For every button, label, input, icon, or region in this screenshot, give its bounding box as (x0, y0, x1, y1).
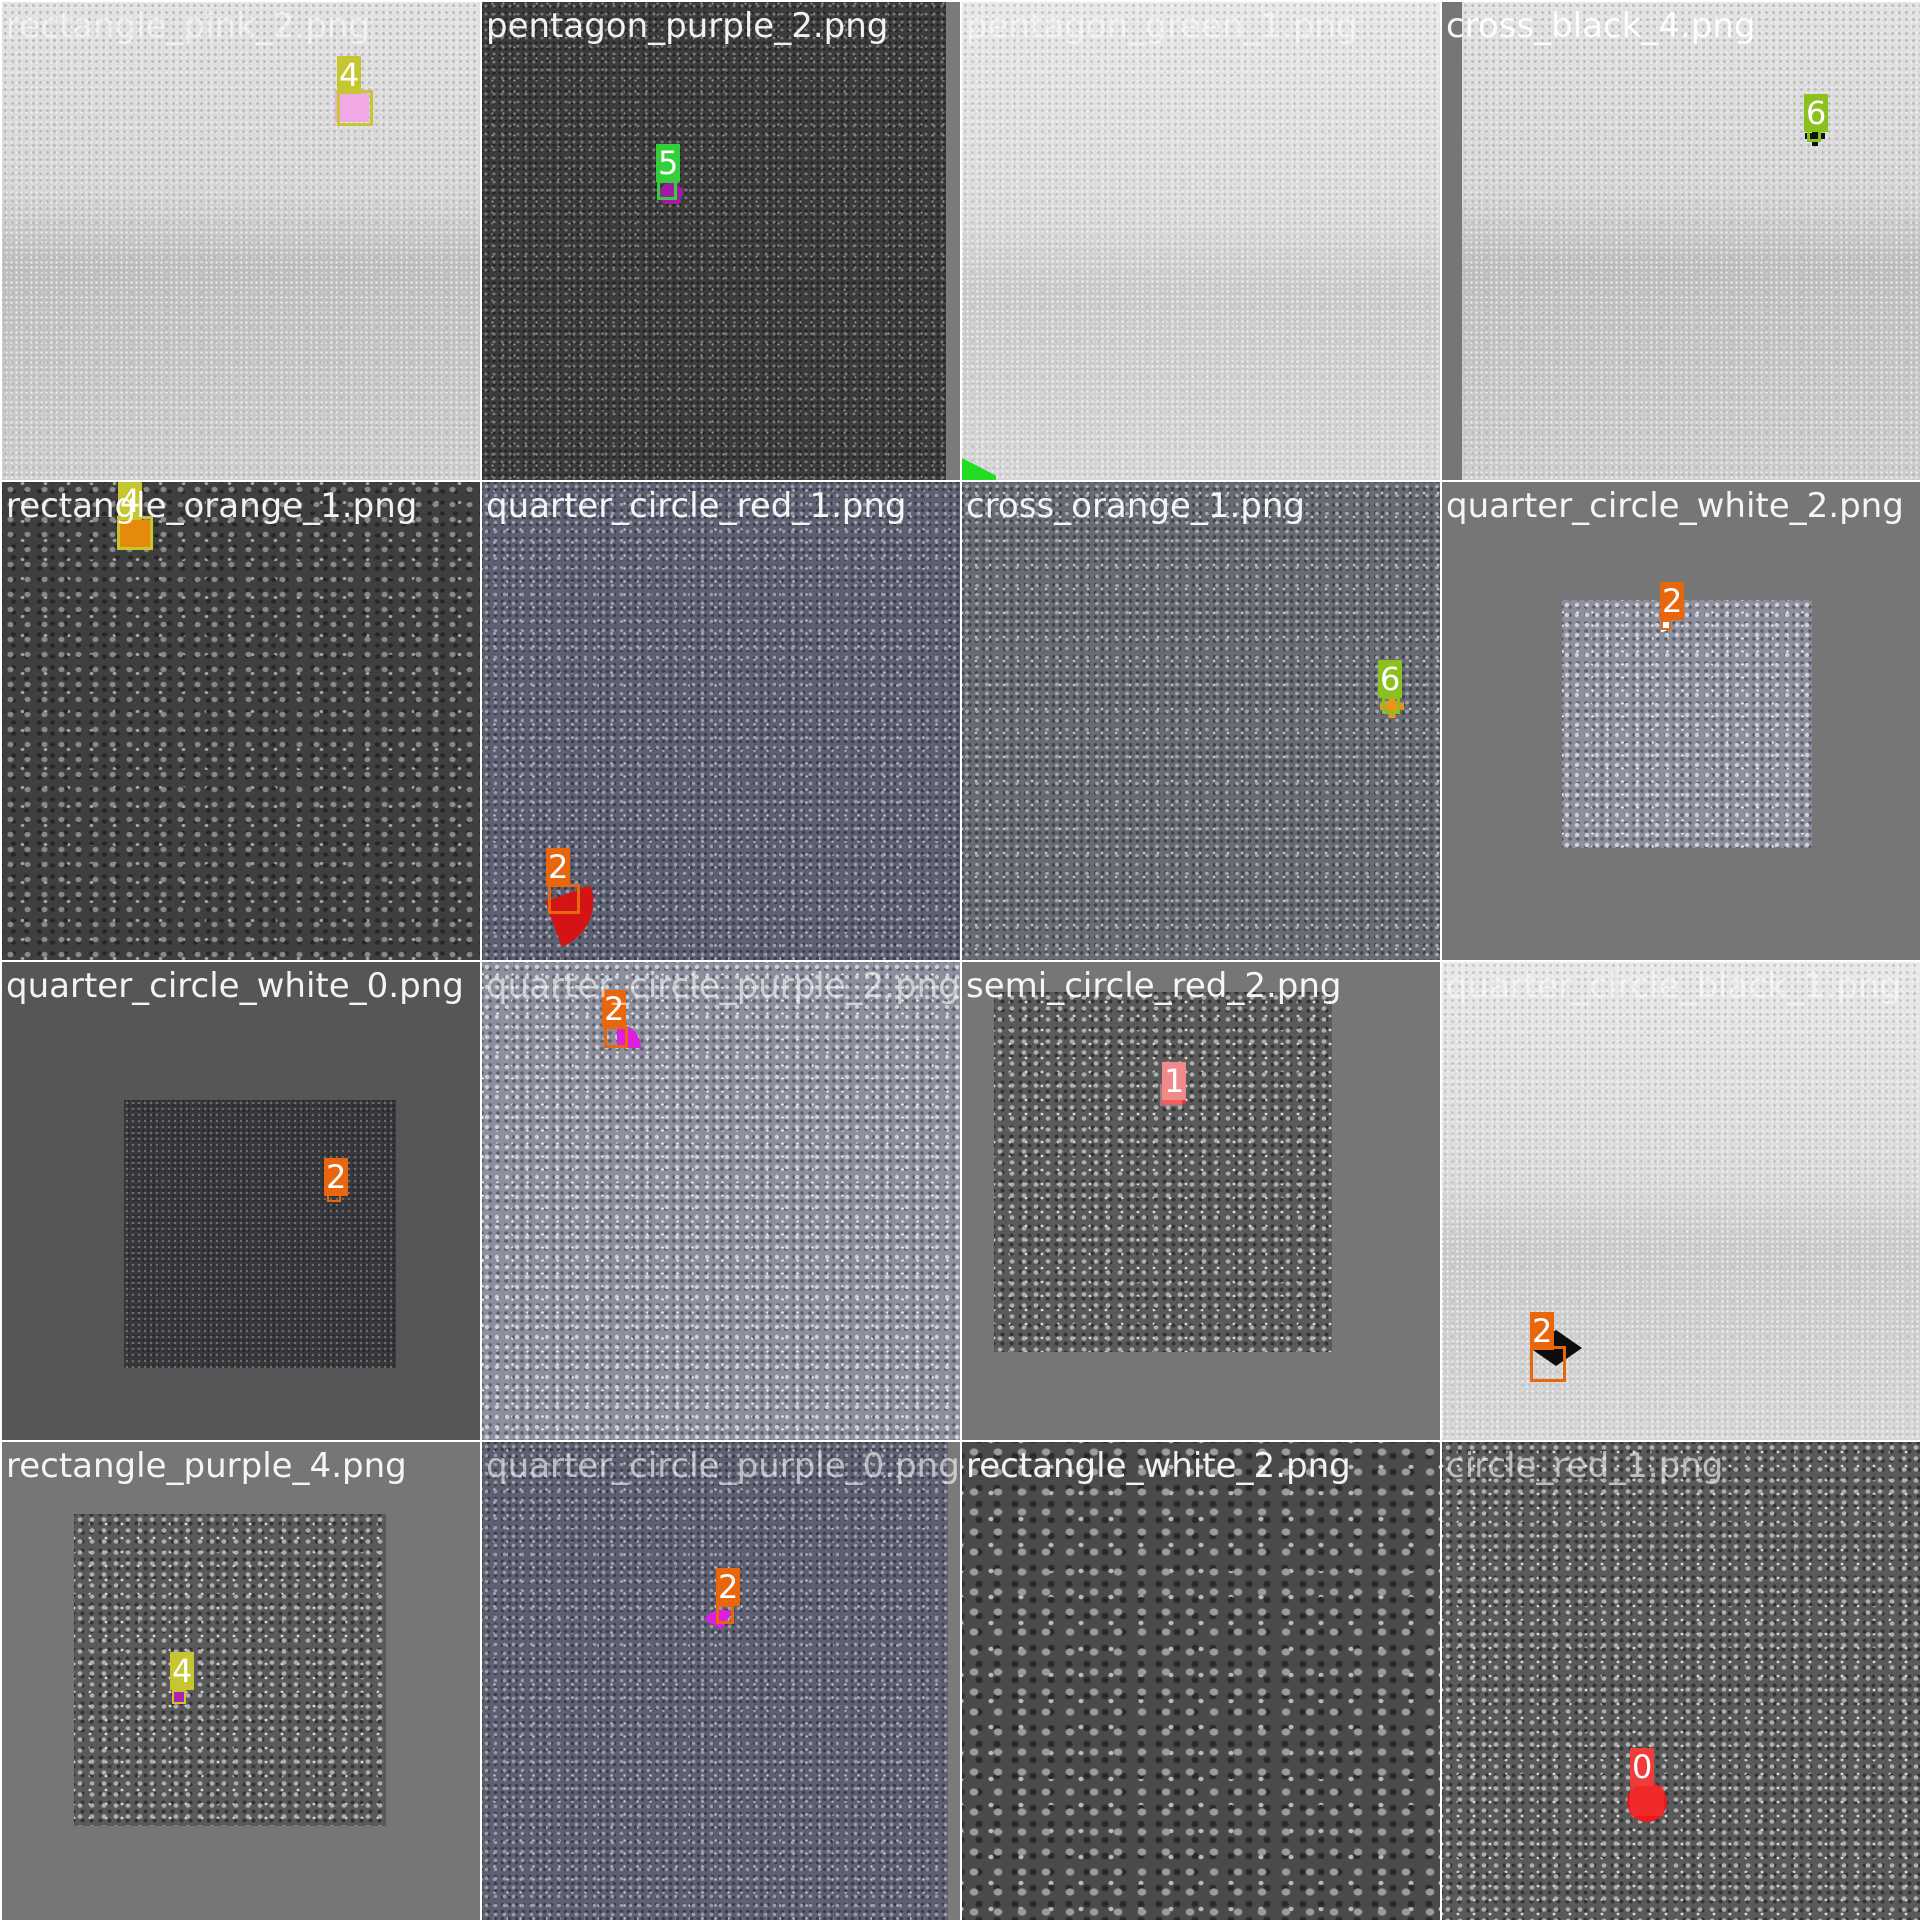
detection-box (604, 1026, 628, 1048)
tile-circle-red-1: circle_red_1.png 0 (1442, 1442, 1920, 1920)
tile-filename: quarter_circle_red_1.png (486, 486, 907, 526)
tile-rectangle-white-2: rectangle_white_2.png (962, 1442, 1440, 1920)
detection-class-label: 2 (602, 990, 627, 1028)
detection-box (657, 180, 677, 200)
detection-box (1530, 1346, 1566, 1382)
detection-class-label: 2 (1530, 1312, 1555, 1350)
detection-class-label: 4 (170, 1652, 195, 1690)
image-region (1562, 600, 1812, 848)
tile-filename: rectangle_pink_2.png (6, 6, 370, 46)
tile-quarter-circle-white-2: quarter_circle_white_2.png 2 (1442, 482, 1920, 960)
tile-quarter-circle-red-1: quarter_circle_red_1.png 2 (482, 482, 960, 960)
padding-strip (946, 2, 960, 480)
tile-filename: quarter_circle_black_1.png (1446, 966, 1901, 1006)
detection-box (1630, 1786, 1664, 1816)
tile-filename: rectangle_orange_1.png (6, 486, 418, 526)
tile-filename: rectangle_purple_4.png (6, 1446, 407, 1486)
purple-rectangle-target (174, 1692, 184, 1702)
tile-filename: cross_black_4.png (1446, 6, 1756, 46)
tile-rectangle-orange-1: rectangle_orange_1.png 4 (2, 482, 480, 960)
detection-class-label: 4 (337, 56, 362, 94)
tile-filename: pentagon_purple_2.png (486, 6, 889, 46)
tile-quarter-circle-purple-0: quarter_circle_purple_0.png 2 (482, 1442, 960, 1920)
tile-rectangle-purple-4: rectangle_purple_4.png 4 (2, 1442, 480, 1920)
detection-class-label: 2 (546, 848, 571, 886)
white-quarter-circle-target (1661, 622, 1671, 632)
tile-quarter-circle-purple-2: quarter_circle_purple_2.png 2 (482, 962, 960, 1440)
tile-cross-orange-1: cross_orange_1.png 6 (962, 482, 1440, 960)
detection-class-label: 1 (1162, 1062, 1187, 1100)
detection-class-label: 6 (1378, 660, 1403, 698)
tile-pentagon-purple-2: pentagon_purple_2.png 5 (482, 2, 960, 480)
tile-semi-circle-red-2: semi_circle_red_2.png 1 (962, 962, 1440, 1440)
padding-strip (948, 1442, 960, 1920)
tile-filename: circle_red_1.png (1446, 1446, 1724, 1486)
detection-class-label: 2 (1660, 582, 1685, 620)
detection-class-label: 0 (1630, 1748, 1655, 1786)
tile-rectangle-pink-2: rectangle_pink_2.png 4 (2, 2, 480, 480)
tile-cross-black-4: cross_black_4.png 6 (1442, 2, 1920, 480)
tile-filename: cross_orange_1.png (966, 486, 1305, 526)
detection-box (716, 1604, 734, 1624)
detection-box (337, 90, 373, 126)
tile-filename: quarter_circle_white_0.png (6, 966, 464, 1006)
tile-filename: semi_circle_red_2.png (966, 966, 1342, 1006)
detection-box (1661, 620, 1671, 630)
image-region (74, 1514, 386, 1826)
green-pentagon-target (962, 458, 996, 480)
detection-box (548, 884, 580, 914)
pink-rectangle-target (335, 90, 369, 122)
tile-filename: pentagon_green_1.png (966, 6, 1358, 46)
tile-quarter-circle-black-1: quarter_circle_black_1.png 2 (1442, 962, 1920, 1440)
image-region (124, 1100, 396, 1368)
detection-class-label: 6 (1804, 94, 1829, 132)
tile-quarter-circle-white-0: quarter_circle_white_0.png 2 (2, 962, 480, 1440)
detection-box (172, 1690, 186, 1704)
tile-filename: quarter_circle_white_2.png (1446, 486, 1904, 526)
tile-filename: rectangle_white_2.png (966, 1446, 1351, 1486)
tile-filename: quarter_circle_purple_0.png (486, 1446, 960, 1486)
tile-filename: quarter_circle_purple_2.png (486, 966, 960, 1006)
detection-box (1382, 696, 1400, 714)
detection-class-label: 2 (324, 1158, 349, 1196)
orange-rectangle-target (120, 520, 150, 548)
tile-pentagon-green-1: pentagon_green_1.png (962, 2, 1440, 480)
detection-class-label: 5 (656, 144, 681, 182)
image-region (1462, 2, 1920, 480)
image-region (994, 992, 1332, 1352)
detection-class-label: 4 (118, 482, 143, 520)
detection-class-label: 2 (716, 1568, 741, 1606)
